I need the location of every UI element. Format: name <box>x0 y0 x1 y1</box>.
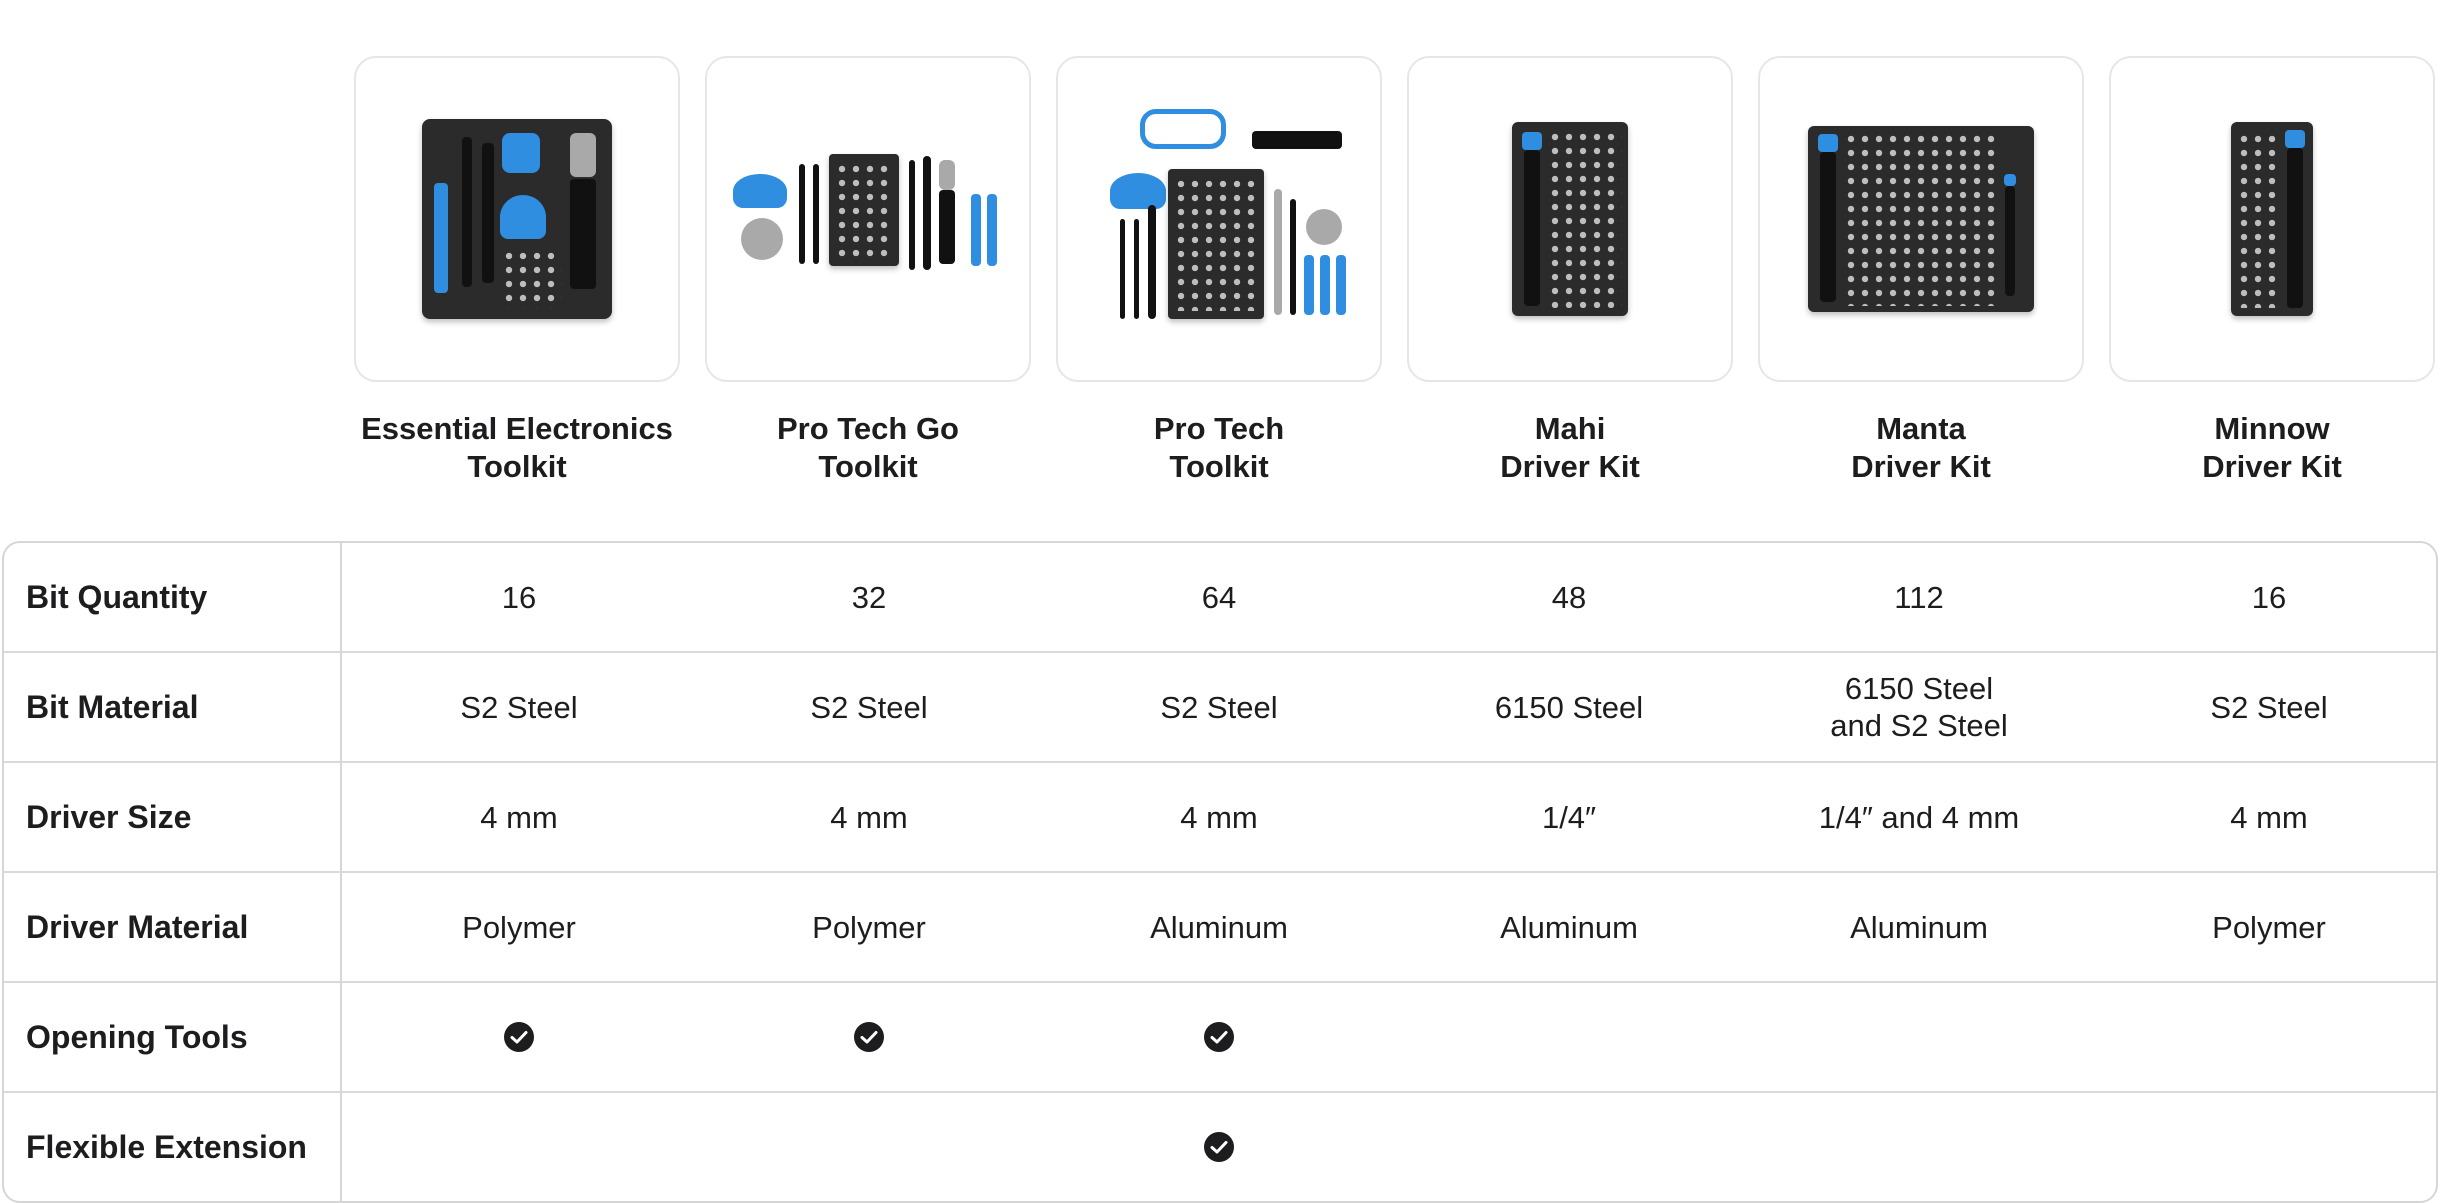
table-row-driver-size: Driver Size 4 mm 4 mm 4 mm 1/4″ 1/4″ and… <box>4 763 2436 873</box>
kit-image <box>422 119 612 319</box>
table-cell: S2 Steel <box>2210 689 2328 725</box>
row-label: Bit Material <box>26 688 199 725</box>
table-cell <box>704 983 1034 1091</box>
product-manta[interactable]: Manta Driver Kit <box>1758 56 2084 486</box>
comparison-table: Bit Quantity 16 32 64 48 112 16 Bit Mate… <box>2 541 2438 1203</box>
kit-image <box>2231 122 2313 316</box>
product-image-card[interactable] <box>2109 56 2435 382</box>
table-row-opening-tools: Opening Tools <box>4 983 2436 1093</box>
product-minnow[interactable]: Minnow Driver Kit <box>2109 56 2435 486</box>
table-cell <box>704 1093 1034 1201</box>
table-cell: 4 mm <box>1180 799 1258 835</box>
table-cell <box>2104 1093 2434 1201</box>
product-image-card[interactable] <box>1407 56 1733 382</box>
kit-image <box>733 154 1003 284</box>
product-name[interactable]: Pro Tech Toolkit <box>1153 411 1285 484</box>
table-row-bit-material: Bit Material S2 Steel S2 Steel S2 Steel … <box>4 653 2436 763</box>
table-cell: 32 <box>851 579 887 615</box>
table-cell: S2 Steel <box>810 689 928 725</box>
product-pro-tech[interactable]: Pro Tech Toolkit <box>1056 56 1382 486</box>
checkmark-circle-icon <box>1204 1132 1234 1162</box>
table-cell <box>1754 983 2084 1091</box>
product-image-card[interactable] <box>354 56 680 382</box>
table-cell <box>354 1093 684 1201</box>
table-cell: 6150 Steel and S2 Steel <box>1830 671 2008 743</box>
row-label: Driver Size <box>26 798 192 835</box>
table-row-driver-material: Driver Material Polymer Polymer Aluminum… <box>4 873 2436 983</box>
product-name[interactable]: Pro Tech Go Toolkit <box>776 411 959 484</box>
row-label: Flexible Extension <box>26 1128 307 1165</box>
table-cell <box>1404 983 1734 1091</box>
table-cell: Aluminum <box>1150 909 1288 945</box>
product-name[interactable]: Manta Driver Kit <box>1851 411 1991 484</box>
table-cell: 6150 Steel <box>1494 689 1644 725</box>
kit-image <box>1512 122 1628 316</box>
row-label: Opening Tools <box>26 1018 248 1055</box>
table-cell <box>1754 1093 2084 1201</box>
table-cell: 16 <box>501 579 537 615</box>
product-mahi[interactable]: Mahi Driver Kit <box>1407 56 1733 486</box>
product-image-card[interactable] <box>705 56 1031 382</box>
product-essential-electronics[interactable]: Essential Electronics Toolkit <box>354 56 680 486</box>
table-cell: Polymer <box>462 909 576 945</box>
row-label: Driver Material <box>26 908 249 945</box>
table-cell: 64 <box>1201 579 1237 615</box>
kit-image <box>1808 126 2034 312</box>
table-cell: 112 <box>1894 579 1944 615</box>
table-cell: Aluminum <box>1500 909 1638 945</box>
table-row-bit-quantity: Bit Quantity 16 32 64 48 112 16 <box>4 543 2436 653</box>
table-cell <box>1054 983 1384 1091</box>
product-name[interactable]: Essential Electronics Toolkit <box>361 411 673 484</box>
product-image-card[interactable] <box>1056 56 1382 382</box>
table-cell <box>354 983 684 1091</box>
product-name[interactable]: Mahi Driver Kit <box>1500 411 1640 484</box>
checkmark-circle-icon <box>504 1022 534 1052</box>
product-image-card[interactable] <box>1758 56 2084 382</box>
kit-image <box>1084 109 1354 329</box>
table-cell <box>1054 1093 1384 1201</box>
table-cell: 48 <box>1551 579 1587 615</box>
product-pro-tech-go[interactable]: Pro Tech Go Toolkit <box>705 56 1031 486</box>
table-cell: S2 Steel <box>1160 689 1278 725</box>
checkmark-circle-icon <box>1204 1022 1234 1052</box>
row-label: Bit Quantity <box>26 578 208 615</box>
table-cell: 4 mm <box>2230 799 2308 835</box>
table-cell: 1/4″ and 4 mm <box>1818 799 2020 835</box>
table-cell <box>1404 1093 1734 1201</box>
table-cell: S2 Steel <box>460 689 578 725</box>
table-row-flexible-extension: Flexible Extension <box>4 1093 2436 1201</box>
table-cell: 16 <box>2251 579 2287 615</box>
product-name[interactable]: Minnow Driver Kit <box>2202 411 2342 484</box>
table-cell <box>2104 983 2434 1091</box>
table-cell: 1/4″ <box>1541 799 1597 835</box>
table-cell: Polymer <box>2212 909 2326 945</box>
product-header-row: Essential Electronics Toolkit Pro Tech G… <box>0 0 2440 540</box>
table-cell: Aluminum <box>1850 909 1988 945</box>
checkmark-circle-icon <box>854 1022 884 1052</box>
table-cell: 4 mm <box>480 799 558 835</box>
table-cell: 4 mm <box>830 799 908 835</box>
table-cell: Polymer <box>812 909 926 945</box>
